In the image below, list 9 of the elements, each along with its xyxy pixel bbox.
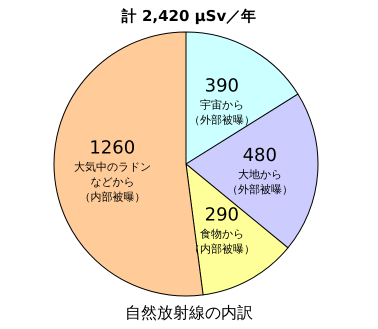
data-label: 1260 <box>89 137 136 158</box>
slice-label: 大地から（外部被曝） <box>226 168 293 196</box>
text: 自然放射線の内訳 <box>125 303 253 322</box>
slice-label: 宇宙から（外部被曝） <box>188 98 255 126</box>
slice-label: 大気中のラドンなどから（内部被曝） <box>74 160 151 204</box>
data-label: 480 <box>242 144 277 166</box>
data-label: 390 <box>204 75 240 96</box>
data-label: 290 <box>204 204 240 226</box>
chart-title: 計 2,420 μSv／年 <box>120 7 256 25</box>
